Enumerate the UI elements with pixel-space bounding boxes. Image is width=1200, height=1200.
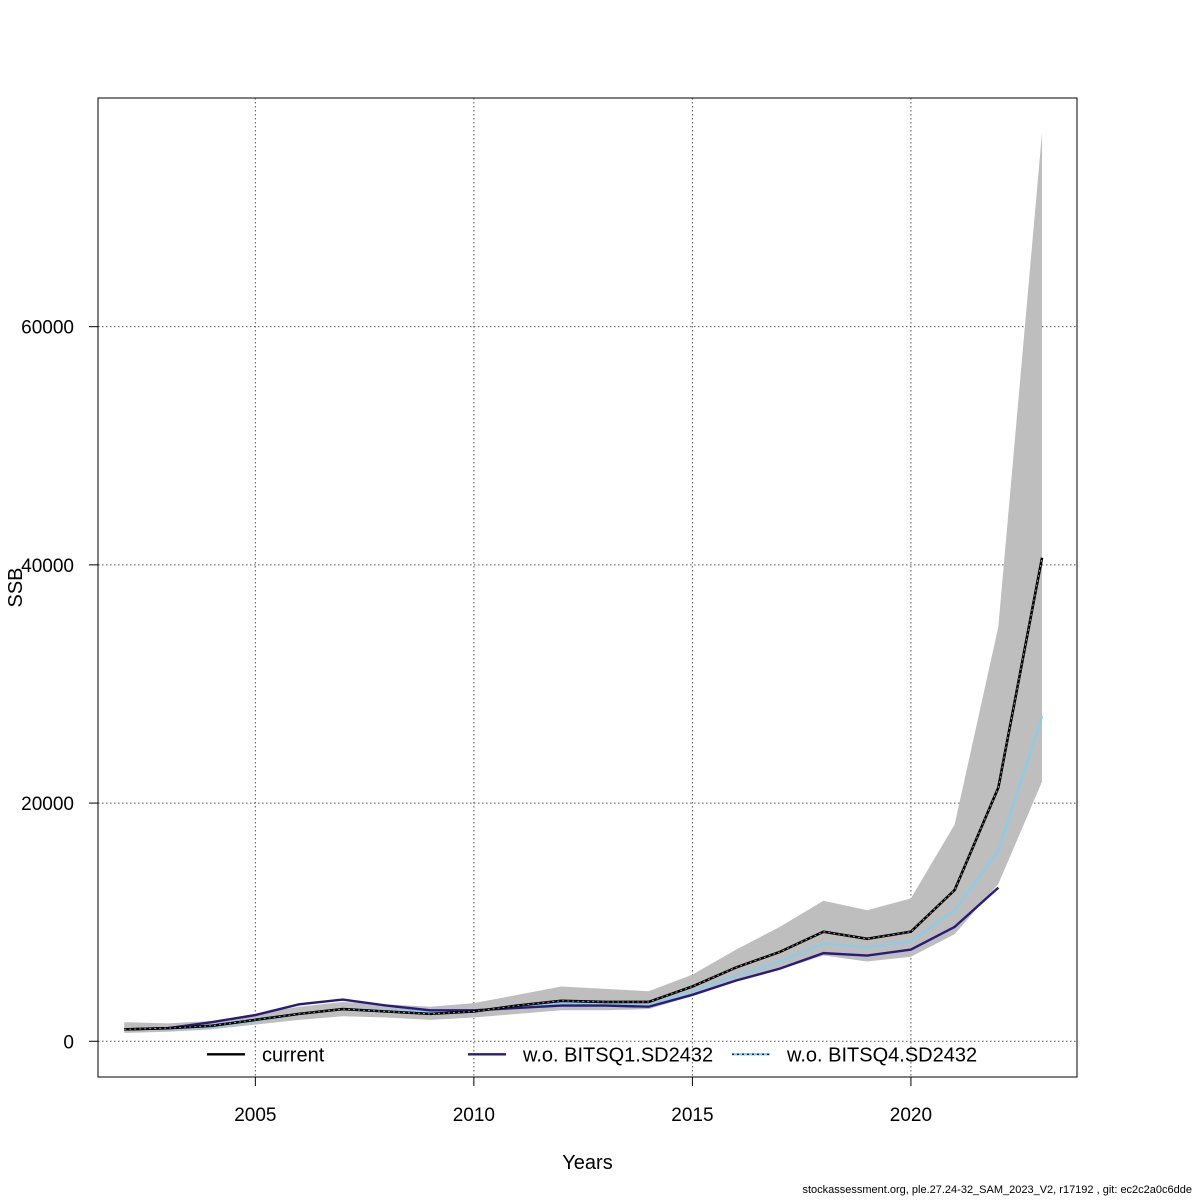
series-line-current-dots bbox=[124, 557, 1043, 1030]
legend-label: current bbox=[262, 1044, 325, 1066]
y-tick-label: 40000 bbox=[21, 556, 74, 577]
x-tick-label: 2005 bbox=[234, 1105, 276, 1126]
y-tick-label: 20000 bbox=[21, 794, 74, 815]
legend-label: w.o. BITSQ1.SD2432 bbox=[522, 1044, 713, 1066]
confidence-band bbox=[124, 132, 1043, 1033]
legend-item-wo-bitsq4: w.o. BITSQ4.SD2432 bbox=[732, 1044, 977, 1066]
x-tick-label: 2020 bbox=[890, 1105, 932, 1126]
x-axis-title: Years bbox=[562, 1152, 612, 1174]
series-lines bbox=[124, 557, 1044, 1031]
legend-item-current: current bbox=[207, 1044, 325, 1066]
x-tick-label: 2015 bbox=[671, 1105, 713, 1126]
series-line-wo-bitsq1 bbox=[124, 886, 1000, 1031]
series-line-wo-bitsq4 bbox=[124, 715, 1044, 1031]
plot-frame bbox=[97, 97, 1078, 1078]
grid-lines bbox=[98, 98, 1077, 1077]
y-tick-label: 0 bbox=[63, 1032, 74, 1053]
legend-item-wo-bitsq1: w.o. BITSQ1.SD2432 bbox=[468, 1044, 713, 1066]
y-tick-label: 60000 bbox=[21, 318, 74, 339]
legend-label: w.o. BITSQ4.SD2432 bbox=[786, 1044, 977, 1066]
footer-credit: stockassessment.org, ple.27.24-32_SAM_20… bbox=[802, 1184, 1192, 1196]
legend: current w.o. BITSQ1.SD2432 w.o. BITSQ4.SD2… bbox=[207, 1044, 977, 1066]
series-line-current bbox=[124, 557, 1044, 1031]
x-axis: 2005 2010 2015 2020 bbox=[234, 1077, 932, 1126]
y-axis-title: SSB bbox=[5, 567, 27, 607]
x-tick-label: 2010 bbox=[453, 1105, 495, 1126]
y-axis: 0 20000 40000 60000 bbox=[21, 318, 98, 1053]
